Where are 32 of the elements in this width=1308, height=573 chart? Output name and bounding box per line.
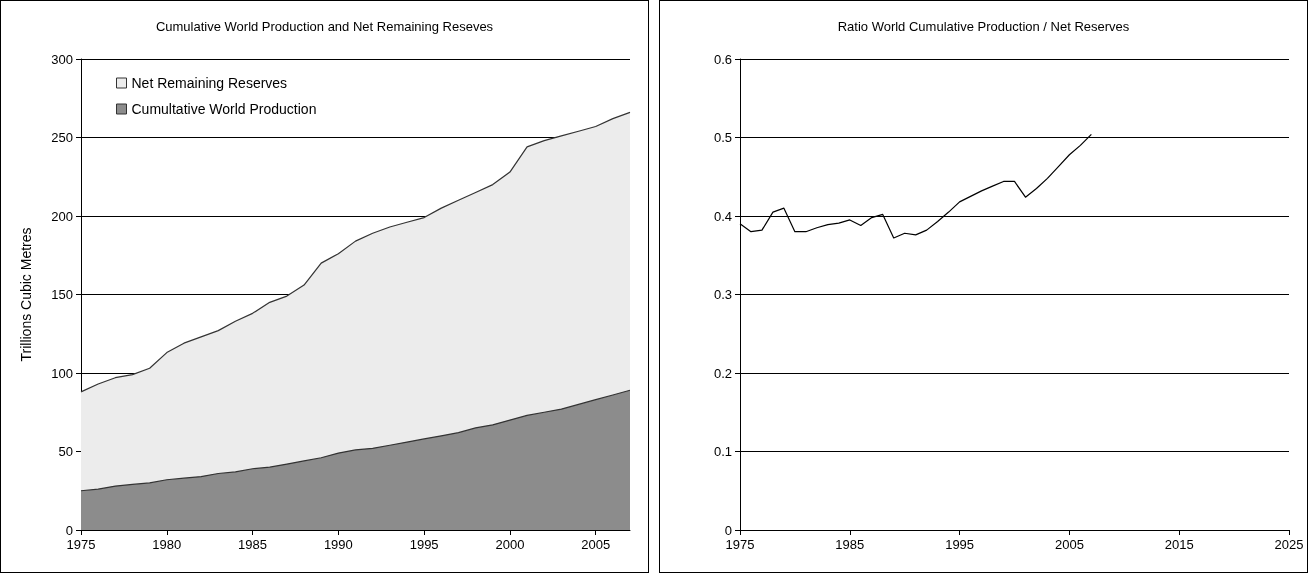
y-tick-label: 0.1 [713, 444, 732, 459]
y-tick-label: 0 [65, 522, 73, 538]
chart-title: Cumulative World Production and Net Remaining Reseves [155, 19, 494, 34]
y-tick-label: 0 [724, 522, 732, 538]
y-tick-label: 100 [51, 365, 73, 381]
y-tick-label: 0.4 [713, 208, 732, 224]
y-tick-label: 0.6 [713, 51, 732, 67]
x-tick-label: 2015 [1164, 537, 1194, 552]
x-tick-label: 1995 [945, 537, 975, 552]
x-tick-label: 1975 [725, 537, 755, 552]
x-tick-label: 1975 [66, 537, 96, 552]
y-axis-title: Trillions Cubic Metres [18, 227, 34, 362]
x-tick-label: 2005 [1054, 537, 1084, 552]
x-tick-label: 2005 [581, 537, 611, 552]
y-tick-label: 250 [51, 130, 73, 145]
x-tick-label: 1985 [238, 537, 268, 552]
y-tick-label: 150 [51, 287, 73, 302]
x-tick-label: 2000 [495, 537, 525, 552]
chart-title: Ratio World Cumulative Production / Net Reserves [837, 19, 1130, 34]
legend-label: Cumultative World Production [131, 101, 317, 117]
x-tick-label: 1990 [323, 537, 353, 552]
y-tick-label: 0.2 [713, 365, 732, 381]
y-tick-label: 0.3 [713, 287, 732, 302]
x-tick-label: 1995 [409, 537, 439, 552]
legend-label: Net Remaining Reserves [131, 75, 288, 91]
x-tick-label: 1980 [152, 537, 182, 552]
x-tick-label: 2025 [1274, 537, 1304, 552]
y-tick-label: 300 [51, 51, 73, 67]
y-tick-label: 50 [58, 444, 73, 459]
y-tick-label: 200 [51, 208, 73, 224]
y-tick-label: 0.5 [713, 130, 732, 145]
x-tick-label: 1985 [835, 537, 865, 552]
